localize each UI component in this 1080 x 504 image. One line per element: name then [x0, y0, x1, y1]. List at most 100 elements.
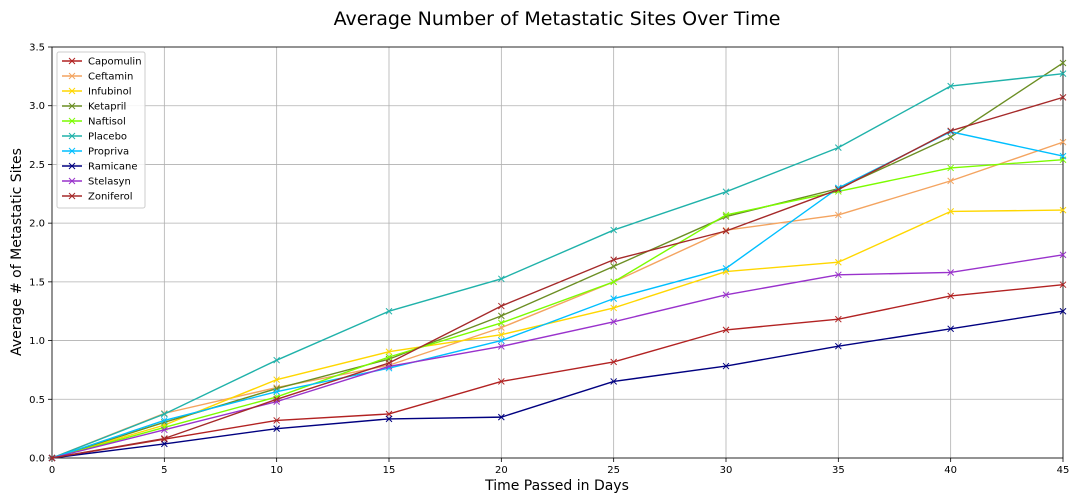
marker-stroke: [497, 319, 505, 327]
legend-entry: Ramicane: [62, 162, 138, 173]
marker-stroke: [610, 304, 618, 312]
data-point: [722, 227, 730, 235]
legend-marker: [68, 57, 76, 65]
marker-stroke: [722, 227, 730, 235]
data-point: [497, 343, 505, 350]
y-tick-label: 3.5: [29, 43, 45, 54]
data-point: [160, 417, 168, 424]
series-propriva: [48, 128, 1067, 462]
legend-marker: [68, 132, 76, 140]
data-point: [834, 258, 842, 266]
marker-stroke: [722, 211, 730, 219]
data-point: [160, 426, 168, 434]
marker-stroke: [497, 275, 505, 283]
marker-stroke: [947, 292, 955, 300]
marker-stroke: [722, 291, 730, 299]
legend-label: Stelasyn: [88, 177, 131, 188]
marker-stroke: [385, 410, 393, 418]
marker-stroke: [273, 388, 281, 396]
data-point: [1059, 281, 1067, 289]
marker-stroke: [947, 164, 955, 172]
legend-label: Capomulin: [88, 57, 142, 68]
series-line: [51, 159, 1064, 459]
data-point: [610, 378, 618, 385]
legend-label: Ceftamin: [88, 72, 133, 83]
marker-stroke: [834, 258, 842, 266]
marker-stroke: [497, 331, 505, 339]
data-point: [160, 435, 168, 442]
marker-stroke: [497, 343, 505, 350]
marker-stroke: [722, 362, 730, 370]
marker-stroke: [160, 426, 168, 434]
marker-stroke: [160, 417, 168, 424]
marker-stroke: [1059, 206, 1067, 214]
data-point: [610, 278, 618, 286]
marker-stroke: [160, 410, 168, 418]
data-point: [385, 348, 393, 356]
data-point: [947, 82, 955, 90]
data-point: [834, 315, 842, 323]
marker-stroke: [385, 415, 393, 423]
data-point: [610, 295, 618, 303]
marker-stroke: [722, 188, 730, 196]
series-line: [51, 283, 1064, 459]
data-point: [947, 208, 955, 215]
data-point: [497, 275, 505, 283]
legend-marker: [68, 192, 76, 200]
data-point: [722, 362, 730, 370]
data-point: [610, 263, 618, 270]
legend-label: Ketapril: [88, 102, 126, 113]
data-point: [722, 326, 730, 334]
data-point: [947, 292, 955, 300]
marker-stroke: [1059, 152, 1067, 160]
series-ketapril: [48, 59, 1067, 462]
legend-entry: Zoniferol: [62, 192, 133, 203]
series-placebo: [48, 70, 1067, 462]
data-point: [610, 304, 618, 312]
data-point: [834, 186, 842, 193]
data-point: [947, 127, 955, 135]
marker-stroke: [1059, 59, 1067, 67]
marker-stroke: [947, 82, 955, 90]
data-point: [610, 256, 618, 264]
marker-stroke: [834, 211, 842, 219]
x-axis-label: Time Passed in Days: [484, 478, 629, 494]
marker-stroke: [834, 144, 842, 151]
data-point: [497, 302, 505, 310]
series-ramicane: [48, 307, 1067, 462]
data-point: [834, 144, 842, 151]
marker-stroke: [947, 208, 955, 215]
data-point: [385, 410, 393, 418]
legend-marker: [68, 117, 76, 125]
data-point: [722, 211, 730, 219]
series-line: [51, 96, 1064, 459]
data-point: [385, 359, 393, 367]
data-point: [385, 415, 393, 423]
series-infubinol: [48, 206, 1067, 462]
x-tick-label: 20: [495, 465, 508, 476]
legend-entry: Ceftamin: [62, 72, 133, 83]
marker-stroke: [385, 353, 393, 361]
series-layer: [48, 59, 1067, 462]
marker-stroke: [947, 177, 955, 185]
marker-stroke: [610, 295, 618, 303]
data-point: [48, 454, 56, 462]
x-tick-label: 0: [49, 465, 55, 476]
data-point: [722, 264, 730, 272]
marker-stroke: [610, 226, 618, 234]
marker-stroke: [273, 376, 281, 384]
data-point: [273, 395, 281, 403]
data-point: [273, 376, 281, 384]
grid: [51, 46, 1064, 459]
marker-stroke: [160, 435, 168, 442]
marker-stroke: [610, 256, 618, 264]
data-point: [273, 356, 281, 364]
data-point: [497, 378, 505, 385]
marker-stroke: [722, 268, 730, 275]
marker-stroke: [48, 454, 56, 462]
marker-stroke: [497, 312, 505, 320]
marker-stroke: [1059, 70, 1067, 78]
y-tick-label: 2.0: [29, 219, 45, 230]
marker-stroke: [834, 271, 842, 279]
